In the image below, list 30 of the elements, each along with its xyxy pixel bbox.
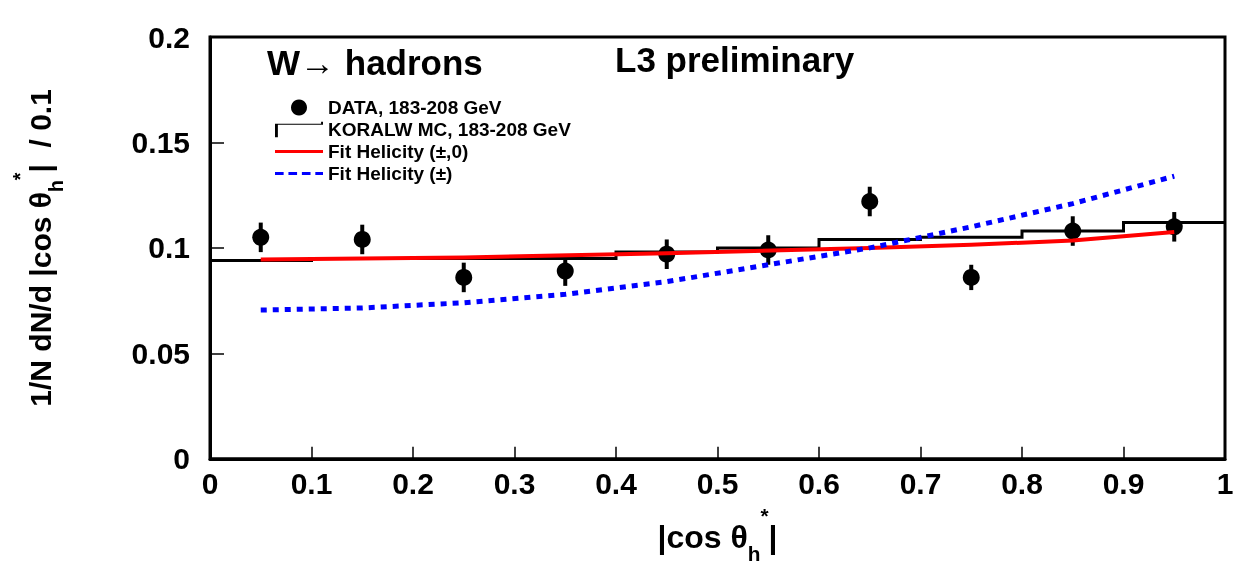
x-tick-label: 0.2 [392, 467, 434, 501]
chart-title: W→ hadrons [267, 43, 483, 82]
x-tick-label: 0.4 [595, 467, 638, 501]
point [455, 268, 473, 286]
legend-label: Fit Helicity (±) [328, 163, 453, 184]
x-tick-label: 0.3 [493, 467, 536, 501]
legend-label: DATA, 183-208 GeV [328, 97, 502, 118]
x-tick-label: 0.6 [798, 467, 840, 501]
point [1064, 222, 1082, 240]
y-tick-label: 0.15 [131, 125, 190, 159]
y-axis-title: 1/N dN/d |cos θh*| / 0.1 [9, 89, 67, 407]
point [962, 268, 980, 286]
point [556, 262, 574, 280]
point [353, 230, 371, 248]
x-tick-label: 0.8 [1001, 467, 1043, 501]
x-tick-label: 0 [201, 467, 219, 501]
y-tick-label: 0 [173, 442, 190, 476]
point [252, 228, 270, 246]
legend-label: Fit Helicity (±,0) [328, 141, 469, 162]
y-tick-label: 0.1 [148, 231, 190, 265]
y-tick-label: 0.2 [148, 20, 190, 54]
annotation: L3 preliminary [615, 40, 855, 79]
point [861, 193, 879, 210]
legend-label: KORALW MC, 183-208 GeV [328, 119, 572, 140]
x-tick-label: 0.9 [1102, 467, 1145, 501]
x-tick-label: 0.7 [899, 467, 942, 501]
x-tick-label: 0.1 [290, 467, 333, 501]
x-tick-label: 1 [1216, 467, 1234, 501]
x-tick-label: 0.5 [696, 467, 739, 501]
y-tick-label: 0.05 [131, 336, 190, 370]
